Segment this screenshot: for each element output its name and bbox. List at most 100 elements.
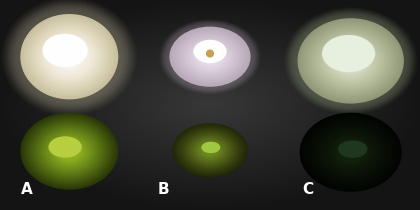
Ellipse shape — [310, 28, 391, 93]
Ellipse shape — [307, 26, 394, 96]
Ellipse shape — [47, 38, 91, 76]
Ellipse shape — [178, 33, 242, 80]
Ellipse shape — [65, 147, 74, 155]
Ellipse shape — [21, 15, 118, 99]
Ellipse shape — [183, 37, 237, 77]
Ellipse shape — [172, 29, 248, 85]
Ellipse shape — [332, 46, 369, 76]
Ellipse shape — [68, 56, 71, 58]
Ellipse shape — [304, 116, 397, 188]
Ellipse shape — [63, 147, 75, 156]
Ellipse shape — [65, 52, 74, 61]
Ellipse shape — [34, 124, 104, 178]
Ellipse shape — [335, 44, 362, 63]
Ellipse shape — [43, 34, 96, 80]
Ellipse shape — [56, 141, 74, 153]
Ellipse shape — [336, 45, 361, 62]
Ellipse shape — [46, 37, 84, 64]
Ellipse shape — [43, 130, 96, 172]
Ellipse shape — [51, 138, 79, 156]
Ellipse shape — [44, 35, 94, 79]
Ellipse shape — [322, 130, 380, 175]
Ellipse shape — [347, 58, 354, 64]
Ellipse shape — [344, 147, 357, 157]
Ellipse shape — [198, 43, 222, 60]
Ellipse shape — [208, 149, 212, 151]
Ellipse shape — [314, 124, 387, 180]
Ellipse shape — [178, 127, 242, 173]
Ellipse shape — [342, 143, 363, 155]
Ellipse shape — [188, 41, 232, 73]
Ellipse shape — [343, 146, 358, 158]
Ellipse shape — [176, 126, 244, 175]
Ellipse shape — [51, 40, 79, 61]
Ellipse shape — [346, 145, 360, 153]
Ellipse shape — [182, 36, 238, 77]
Ellipse shape — [348, 59, 353, 63]
Ellipse shape — [341, 54, 360, 68]
Ellipse shape — [346, 148, 356, 156]
Ellipse shape — [48, 38, 82, 63]
Ellipse shape — [205, 144, 217, 151]
Ellipse shape — [203, 143, 219, 152]
Ellipse shape — [199, 44, 221, 59]
Ellipse shape — [206, 147, 214, 153]
Ellipse shape — [309, 27, 393, 94]
Ellipse shape — [306, 25, 395, 97]
Ellipse shape — [33, 25, 105, 88]
Ellipse shape — [192, 137, 228, 163]
Ellipse shape — [202, 144, 218, 156]
Ellipse shape — [59, 143, 71, 151]
Ellipse shape — [324, 132, 377, 173]
Ellipse shape — [55, 140, 76, 154]
Ellipse shape — [205, 146, 215, 154]
Ellipse shape — [302, 22, 399, 100]
Ellipse shape — [51, 41, 87, 72]
Ellipse shape — [191, 43, 229, 71]
Ellipse shape — [58, 142, 73, 152]
Ellipse shape — [61, 49, 78, 64]
Ellipse shape — [37, 28, 102, 85]
Ellipse shape — [39, 127, 100, 175]
Ellipse shape — [29, 120, 109, 182]
Ellipse shape — [325, 40, 377, 82]
Ellipse shape — [191, 136, 229, 164]
Ellipse shape — [24, 17, 115, 97]
Ellipse shape — [305, 117, 396, 187]
Ellipse shape — [46, 37, 92, 77]
Ellipse shape — [305, 24, 396, 98]
Ellipse shape — [32, 24, 107, 89]
Ellipse shape — [175, 31, 245, 82]
Ellipse shape — [319, 128, 382, 177]
Ellipse shape — [205, 147, 215, 154]
Ellipse shape — [342, 146, 360, 159]
Ellipse shape — [40, 32, 98, 82]
Ellipse shape — [35, 27, 103, 86]
Ellipse shape — [338, 46, 360, 61]
Ellipse shape — [331, 45, 370, 77]
Text: B: B — [158, 182, 169, 197]
Ellipse shape — [334, 140, 367, 165]
Ellipse shape — [180, 35, 240, 79]
Ellipse shape — [303, 23, 398, 99]
Ellipse shape — [298, 19, 403, 103]
Ellipse shape — [186, 133, 234, 167]
Ellipse shape — [196, 42, 224, 61]
Ellipse shape — [57, 142, 81, 161]
Ellipse shape — [192, 138, 228, 163]
Ellipse shape — [338, 50, 364, 71]
Ellipse shape — [39, 30, 100, 83]
Ellipse shape — [333, 139, 368, 166]
Ellipse shape — [329, 136, 372, 169]
Ellipse shape — [312, 122, 390, 182]
Ellipse shape — [333, 47, 368, 75]
Ellipse shape — [303, 115, 399, 189]
Ellipse shape — [182, 130, 238, 170]
Ellipse shape — [181, 130, 239, 171]
Ellipse shape — [308, 119, 394, 185]
Ellipse shape — [194, 45, 226, 68]
Ellipse shape — [190, 136, 230, 165]
Ellipse shape — [207, 54, 213, 59]
Ellipse shape — [54, 42, 76, 59]
Ellipse shape — [49, 39, 90, 75]
